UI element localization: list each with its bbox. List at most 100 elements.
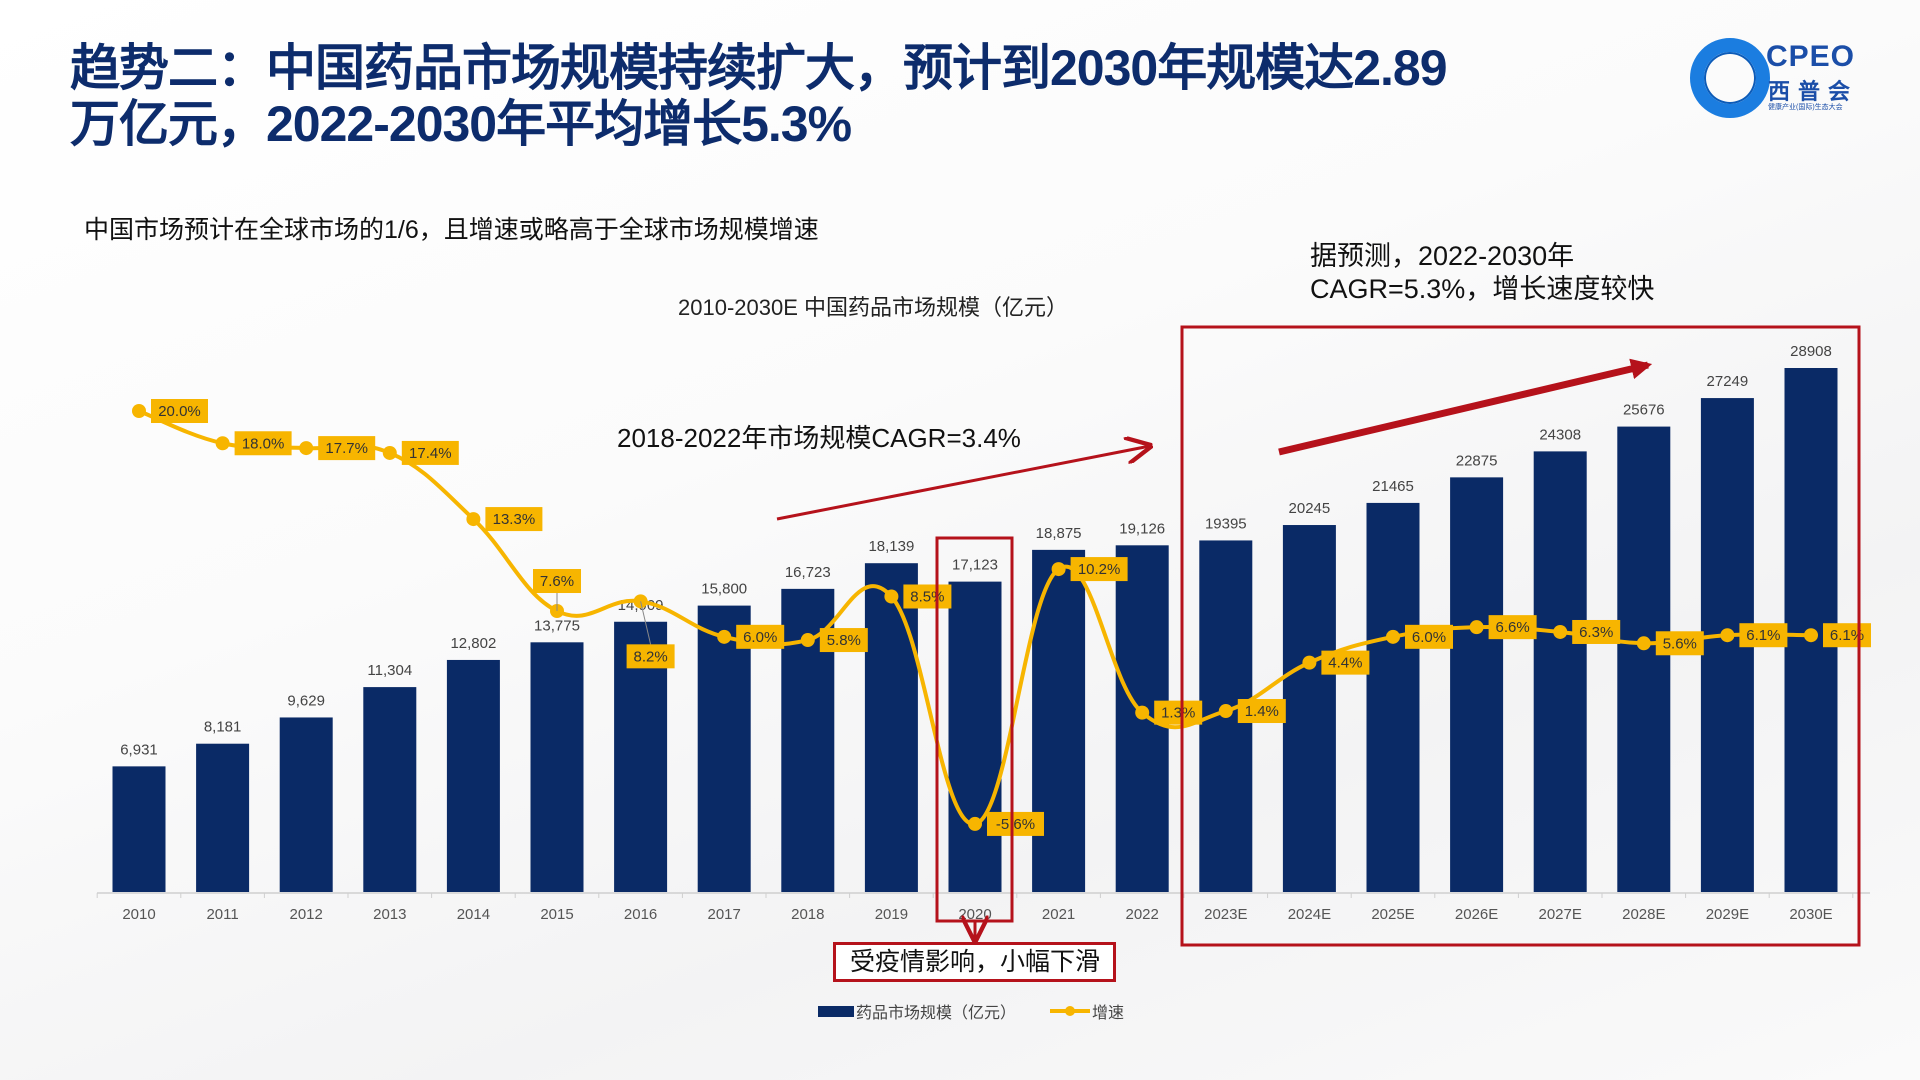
growth-point-2026E (1469, 620, 1484, 635)
growth-label-box-2016 (626, 644, 675, 669)
growth-label-box-2028E (1655, 631, 1704, 656)
x-tick-label-2018: 2018 (791, 906, 824, 923)
growth-label-box-2027E (1572, 619, 1621, 644)
growth-label-2016: 8.2% (633, 648, 667, 665)
growth-point-2025E (1386, 629, 1400, 644)
forecast-growth-arrow (1278, 358, 1653, 456)
subtitle: 中国市场预计在全球市场的1/6，且增速或略高于全球市场规模增速 (84, 216, 819, 244)
growth-label-box-2030E (1823, 623, 1871, 648)
growth-point-2018 (800, 633, 815, 648)
growth-label-box-2017 (736, 624, 785, 649)
growth-label-2022: 1.3% (1161, 705, 1195, 722)
growth-label-box-2013 (401, 440, 459, 465)
logo-sub: 健康产业(国际)生态大会 (1768, 104, 1843, 111)
growth-label-box-2021 (1070, 557, 1128, 582)
forecast-note-line-2: CAGR=5.3%，增长速度较快 (1310, 274, 1655, 304)
bar-series: 6,9318,1819,62911,30412,80213,77514,9091… (112, 343, 1838, 892)
bar-2025E (1366, 502, 1420, 892)
highlight-overlays (776, 325, 1861, 947)
growth-point-2010 (132, 404, 146, 418)
x-tick-label-2027E: 2027E (1539, 906, 1582, 923)
bar-2010 (112, 766, 166, 892)
growth-point-2014 (466, 512, 481, 527)
x-tick-label-2010: 2010 (122, 906, 155, 923)
growth-point-2022 (1135, 705, 1150, 720)
x-tick-label-2012: 2012 (290, 906, 323, 923)
covid-callout: 受疫情影响，小幅下滑 (833, 942, 1116, 982)
x-tick-label-2019: 2019 (875, 906, 908, 923)
bar-label-2012: 9,629 (287, 692, 325, 709)
logo-name: CPEO (1766, 40, 1856, 73)
growth-label-2015: 7.6% (540, 573, 574, 590)
bar-2011 (196, 743, 250, 892)
legend-line-swatch-icon (1050, 1006, 1091, 1016)
growth-label-box-2018 (819, 628, 868, 653)
growth-label-box-2029E (1739, 623, 1788, 648)
bar-label-2020: 17,123 (952, 557, 998, 574)
bar-2028E (1617, 426, 1671, 892)
growth-label-2025E: 6.0% (1412, 629, 1446, 646)
chart-title: 2010-2030E 中国药品市场规模（亿元） (678, 295, 1068, 320)
x-tick-label-2017: 2017 (708, 906, 741, 923)
growth-point-2011 (215, 436, 230, 451)
legend-bar-swatch-icon (818, 1005, 854, 1017)
bar-label-2019: 18,139 (868, 538, 914, 555)
bar-label-2027E: 24308 (1539, 426, 1581, 443)
chart-legend: 药品市场规模（亿元） 增速 (818, 999, 1124, 1023)
page-title: 趋势二：中国药品市场规模持续扩大，预计到2030年规模达2.89 万亿元，202… (70, 40, 1570, 152)
forecast-note-line-1: 据预测，2022-2030年 (1310, 241, 1575, 271)
x-tick-label-2021: 2021 (1042, 906, 1075, 923)
bar-2012 (279, 717, 333, 892)
growth-label-box-2020 (987, 811, 1044, 836)
title-line-2: 万亿元，2022-2030年平均增长5.3% (70, 96, 852, 152)
bar-label-2021: 18,875 (1036, 525, 1082, 542)
bar-2026E (1450, 477, 1504, 892)
x-tick-label-2026E: 2026E (1455, 906, 1498, 923)
growth-label-box-2015 (533, 569, 581, 594)
cagr-2018-2022-note: 2018-2022年市场规模CAGR=3.4% (617, 423, 1021, 453)
growth-label-2029E: 6.1% (1746, 627, 1780, 644)
growth-point-2017 (717, 629, 732, 644)
growth-point-2019 (884, 589, 899, 604)
bar-label-2030E: 28908 (1790, 343, 1832, 360)
growth-label-leader-2016 (640, 601, 652, 645)
x-axis: 2010 2011 2012 2013 2014 2015 2016 2017 2018 2019… (96, 892, 1870, 923)
title-line-1: 趋势二：中国药品市场规模持续扩大，预计到2030年规模达2.89 (70, 40, 1448, 96)
growth-label-2020: -5.6% (996, 816, 1035, 833)
x-tick-label-2030E: 2030E (1789, 906, 1832, 923)
bar-label-2025E: 21465 (1372, 478, 1414, 495)
growth-label-2010: 20.0% (158, 403, 201, 420)
growth-point-2013 (382, 445, 397, 460)
bar-label-2023E: 19395 (1205, 515, 1247, 532)
forecast-note: 据预测，2022-2030年 CAGR=5.3%，增长速度较快 (1310, 240, 1654, 306)
bar-label-2028E: 25676 (1623, 402, 1665, 419)
bar-label-2011: 8,181 (204, 719, 242, 736)
x-tick-label-2023E: 2023E (1204, 906, 1247, 923)
growth-label-box-2011 (234, 431, 292, 456)
bar-label-2014: 12,802 (450, 635, 496, 652)
x-tick-label-2015: 2015 (540, 906, 573, 923)
bar-2013 (363, 687, 417, 892)
growth-point-2030E (1804, 628, 1818, 643)
x-tick-label-2014: 2014 (457, 906, 490, 923)
bar-2014 (446, 659, 500, 892)
bar-label-2017: 15,800 (701, 581, 747, 598)
x-tick-label-2016: 2016 (624, 906, 657, 923)
growth-point-2012 (299, 441, 314, 456)
growth-label-2018: 5.8% (827, 632, 861, 649)
growth-label-2014: 13.3% (493, 511, 536, 528)
growth-label-2012: 17.7% (325, 440, 368, 457)
bar-2024E (1282, 525, 1336, 892)
logo-cn: 西普会 (1768, 79, 1859, 104)
growth-point-2020 (968, 816, 982, 831)
bar-label-2013: 11,304 (367, 662, 412, 679)
growth-label-2019: 8.5% (910, 588, 944, 605)
x-tick-label-2022: 2022 (1126, 906, 1159, 923)
bar-label-2015: 13,775 (534, 617, 580, 634)
growth-label-box-2010 (151, 399, 208, 423)
growth-label-2024E: 4.4% (1328, 655, 1362, 672)
bar-label-2029E: 27249 (1707, 373, 1749, 390)
bar-label-2024E: 20245 (1289, 500, 1331, 517)
legend-line-label: 增速 (1092, 1005, 1125, 1022)
